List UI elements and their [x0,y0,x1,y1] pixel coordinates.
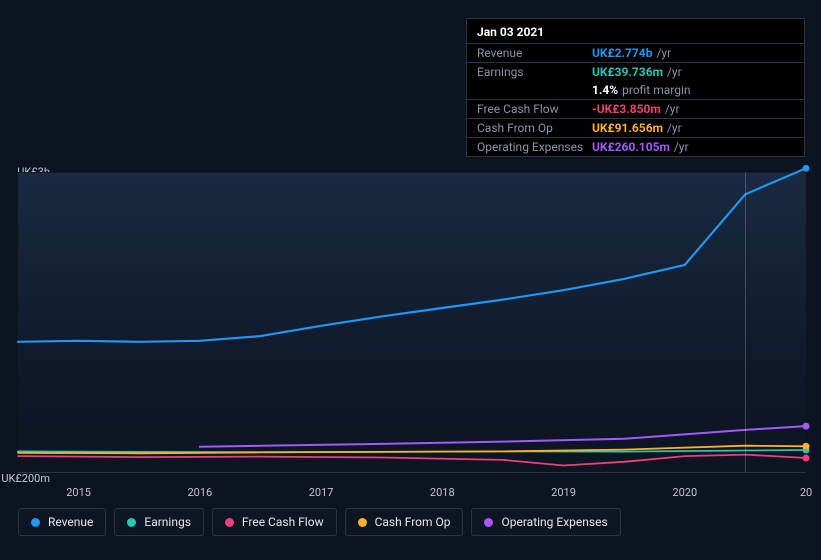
tooltip-row-value: UK£260.105m [592,140,670,154]
tooltip-row-value: UK£91.656m [592,121,663,135]
x-tick-label: 2015 [66,486,91,499]
legend-dot-icon [127,518,136,527]
tooltip-row: Free Cash Flow-UK£3.850m/yr [467,99,804,118]
legend-item-opex[interactable]: Operating Expenses [471,508,620,536]
tooltip-row-label: Cash From Op [477,121,592,135]
x-tick-label: 2017 [309,486,334,499]
legend-dot-icon [484,518,493,527]
x-tick-label: 20 [800,486,812,499]
series-end-marker-cfo [803,443,810,450]
chart-legend: Revenue Earnings Free Cash Flow Cash From O… [18,508,621,536]
tooltip-row-value: -UK£3.850m [592,102,661,116]
financials-chart: Jan 03 2021 RevenueUK£2.774b/yrEarningsU… [0,0,821,560]
tooltip-row: 1.4% profit margin [467,81,804,99]
legend-dot-icon [225,518,234,527]
series-line-opex [200,426,806,447]
tooltip-row-value: UK£39.736m [592,65,663,79]
x-tick-label: 2018 [430,486,455,499]
chart-tooltip: Jan 03 2021 RevenueUK£2.774b/yrEarningsU… [466,18,805,157]
tooltip-row-unit: /yr [667,65,682,79]
tooltip-row: Cash From OpUK£91.656m/yr [467,118,804,137]
series-end-marker-opex [803,423,810,430]
series-line-revenue [18,168,806,341]
legend-label: Cash From Op [375,515,451,529]
legend-item-cfo[interactable]: Cash From Op [345,508,464,536]
legend-item-fcf[interactable]: Free Cash Flow [212,508,337,536]
legend-label: Free Cash Flow [242,515,324,529]
tooltip-row-label: Revenue [477,46,592,60]
x-tick-label: 2016 [187,486,212,499]
plot-area[interactable] [18,172,806,473]
tooltip-row-label: Free Cash Flow [477,102,592,116]
hover-indicator [745,172,746,472]
tooltip-row-unit: /yr [665,102,680,116]
legend-label: Operating Expenses [501,515,607,529]
legend-dot-icon [31,518,40,527]
series-end-marker-fcf [803,455,810,462]
tooltip-row-unit: /yr [674,140,689,154]
tooltip-row: Operating ExpensesUK£260.105m/yr [467,137,804,156]
tooltip-row-unit: /yr [667,121,682,135]
series-end-marker-revenue [803,165,810,172]
legend-label: Earnings [144,515,191,529]
x-tick-label: 2020 [672,486,697,499]
legend-dot-icon [358,518,367,527]
legend-item-revenue[interactable]: Revenue [18,508,106,536]
tooltip-row-value: 1.4% [592,83,618,97]
legend-label: Revenue [48,515,93,529]
tooltip-row: RevenueUK£2.774b/yr [467,43,804,62]
x-tick-label: 2019 [551,486,576,499]
tooltip-row-suffix: profit margin [622,83,690,97]
x-axis-rule [18,472,806,473]
tooltip-row-value: UK£2.774b [592,46,652,60]
tooltip-row: EarningsUK£39.736m/yr [467,62,804,81]
tooltip-row-label: Earnings [477,65,592,79]
tooltip-row-unit: /yr [656,46,671,60]
legend-item-earnings[interactable]: Earnings [114,508,204,536]
series-line-fcf [18,455,806,466]
tooltip-row-label: Operating Expenses [477,140,592,154]
tooltip-date: Jan 03 2021 [467,19,804,43]
